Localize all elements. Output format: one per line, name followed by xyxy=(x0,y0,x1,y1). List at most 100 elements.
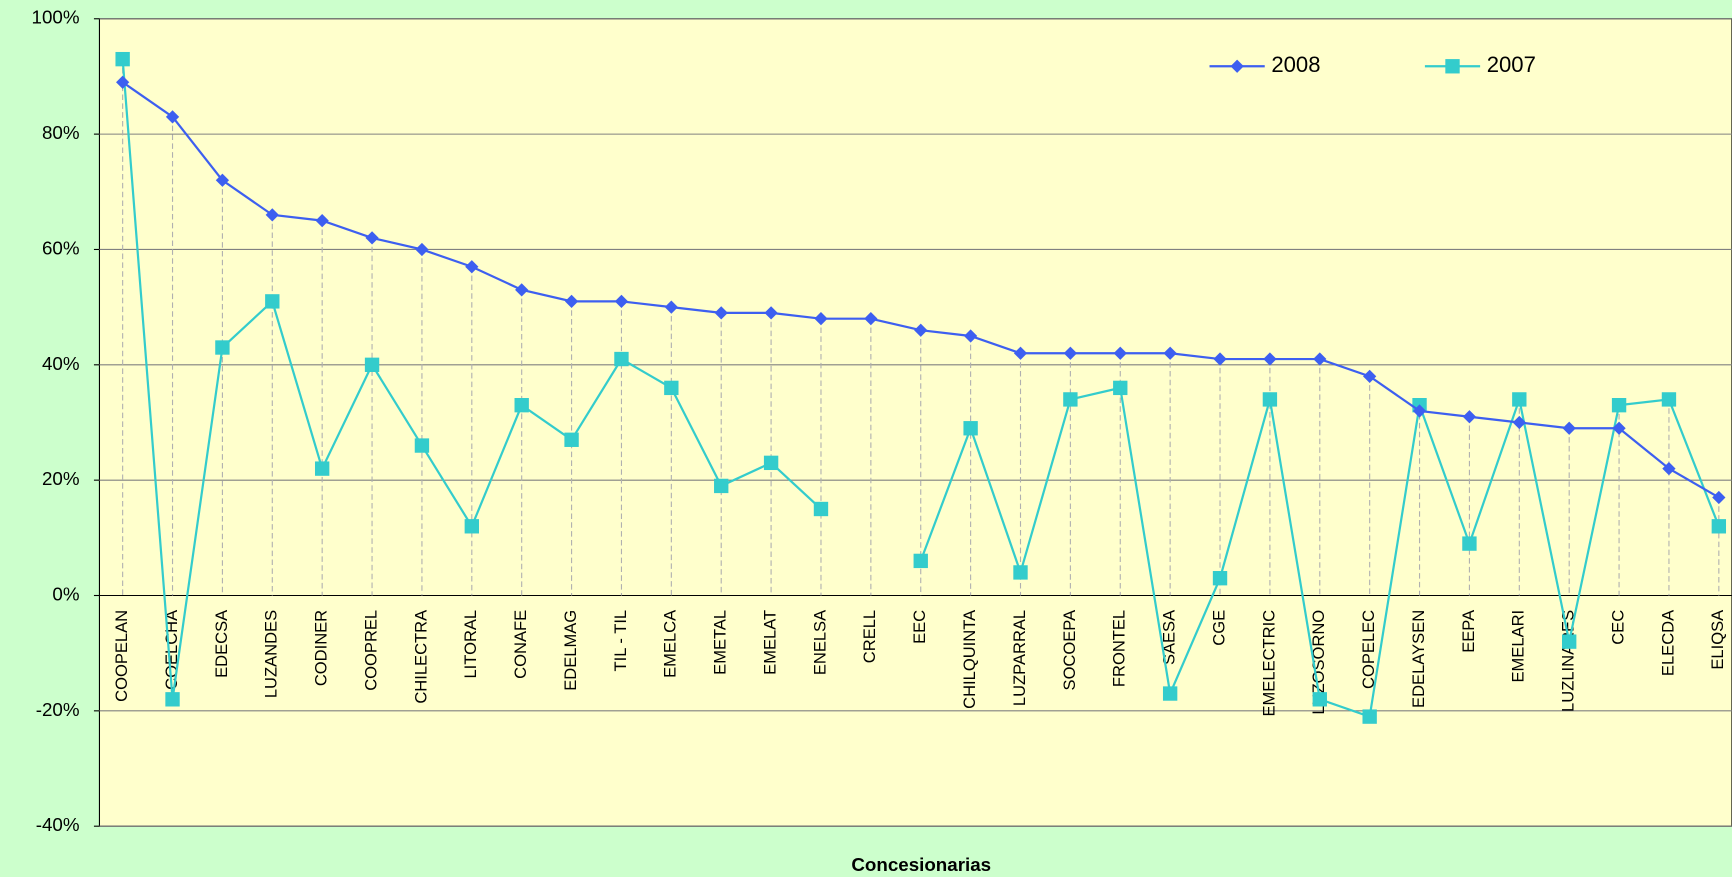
point xyxy=(1013,346,1028,360)
point xyxy=(763,455,779,471)
point xyxy=(1661,392,1677,407)
x-tick-label: CGE xyxy=(1209,610,1228,646)
point xyxy=(1263,352,1277,366)
point xyxy=(1162,686,1178,701)
point xyxy=(1013,565,1028,580)
point xyxy=(1712,490,1726,505)
point xyxy=(664,380,679,396)
point xyxy=(714,306,728,320)
point xyxy=(1313,352,1327,366)
x-tick-label: CHILECTRA xyxy=(411,610,430,704)
x-tick-label: COPELEC xyxy=(1359,610,1378,689)
point xyxy=(1462,410,1477,424)
point xyxy=(963,329,978,343)
x-tick-label: ELIQSA xyxy=(1708,610,1727,670)
y-tick-label: -20% xyxy=(36,699,80,720)
x-tick-label: EDECSA xyxy=(212,610,231,678)
point xyxy=(1212,571,1228,586)
y-tick-label: -40% xyxy=(36,814,80,835)
point xyxy=(1063,346,1078,360)
legend-marker xyxy=(1445,59,1460,74)
x-tick-label: LUZPARRAL xyxy=(1010,610,1029,706)
point xyxy=(1163,346,1177,360)
x-tick-label: TIL - TIL xyxy=(611,610,630,672)
x-axis-title: Concesionarias xyxy=(851,854,991,875)
point xyxy=(1562,634,1577,649)
point xyxy=(1662,461,1676,476)
point xyxy=(414,438,430,453)
plot-area xyxy=(98,18,1732,827)
point xyxy=(1363,369,1377,383)
point xyxy=(1113,346,1127,360)
x-tick-label: EMETAL xyxy=(711,610,730,675)
point xyxy=(614,351,629,367)
point xyxy=(364,357,380,372)
x-tick-label: COOPELAN xyxy=(112,610,131,702)
point xyxy=(1512,392,1527,407)
point xyxy=(415,242,429,257)
point xyxy=(813,501,829,517)
point xyxy=(515,283,529,297)
point xyxy=(1063,392,1078,407)
x-tick-label: EDELMAG xyxy=(561,610,580,691)
x-tick-label: EEC xyxy=(910,610,929,644)
point xyxy=(1462,536,1477,551)
y-tick-label: 60% xyxy=(42,237,80,258)
point xyxy=(564,432,579,447)
x-tick-label: ELECDA xyxy=(1658,610,1677,676)
x-tick-label: LUZANDES xyxy=(262,610,281,698)
x-tick-label: ENELSA xyxy=(810,610,829,675)
x-tick-label: LUZLINARES xyxy=(1559,610,1578,712)
legend-label: 2007 xyxy=(1487,52,1536,77)
x-tick-label: CEC xyxy=(1608,610,1627,645)
point xyxy=(1113,380,1128,396)
point xyxy=(514,398,529,413)
point xyxy=(1562,421,1576,435)
x-tick-label: CHILQUINTA xyxy=(960,610,979,709)
y-tick-label: 100% xyxy=(32,7,80,28)
point xyxy=(1312,692,1327,707)
point xyxy=(764,306,778,320)
point xyxy=(265,294,280,309)
x-tick-label: EMELECTRIC xyxy=(1259,610,1278,717)
x-tick-label: LITORAL xyxy=(461,610,480,679)
x-tick-label: EMELAT xyxy=(760,610,779,675)
point xyxy=(215,340,230,355)
point xyxy=(1262,392,1278,407)
x-tick-label: LUZOSORNO xyxy=(1309,610,1328,715)
point xyxy=(864,312,878,326)
point xyxy=(913,553,928,569)
point xyxy=(1612,421,1626,435)
y-tick-label: 80% xyxy=(42,122,80,143)
x-tick-label: EMELCA xyxy=(661,610,680,678)
point xyxy=(963,421,978,436)
x-tick-label: FRONTEL xyxy=(1110,610,1129,687)
point xyxy=(465,260,479,274)
point xyxy=(1362,709,1377,724)
point xyxy=(664,300,678,314)
point xyxy=(165,692,180,707)
point xyxy=(314,461,330,476)
x-tick-label: CONAFE xyxy=(511,610,530,679)
point xyxy=(365,231,379,245)
x-tick-label: COOPREL xyxy=(361,610,380,691)
y-tick-label: 0% xyxy=(52,583,79,604)
y-tick-label: 20% xyxy=(42,468,80,489)
x-tick-label: CRELL xyxy=(860,610,879,663)
point xyxy=(1611,398,1627,413)
x-tick-label: CODINER xyxy=(312,610,331,686)
x-tick-label: EMELARI xyxy=(1509,610,1528,683)
point xyxy=(914,323,928,337)
point xyxy=(464,519,479,534)
point xyxy=(115,51,130,67)
x-tick-label: EDELAYSEN xyxy=(1409,610,1428,708)
point xyxy=(814,312,828,326)
x-tick-label: SOCOEPA xyxy=(1060,610,1079,691)
x-tick-label: SAESA xyxy=(1160,610,1179,665)
legend-label: 2008 xyxy=(1271,52,1320,77)
y-tick-label: 40% xyxy=(42,353,80,374)
x-tick-label: EEPA xyxy=(1459,610,1478,653)
point xyxy=(1512,415,1526,430)
